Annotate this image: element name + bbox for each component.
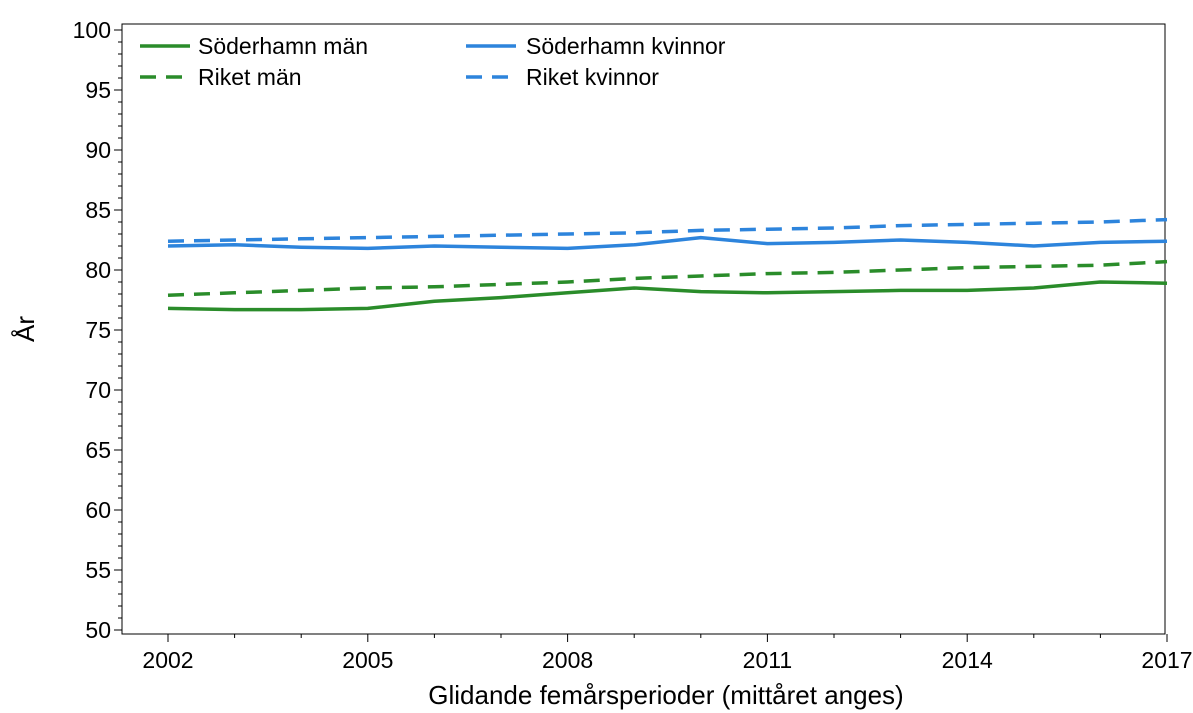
y-tick-label: 65 [85,437,111,463]
plot-frame [121,23,1166,635]
series-layer [167,217,1168,312]
y-tick-label: 60 [85,497,111,523]
legend-label-soderhamn-kvinnor: Söderhamn kvinnor [526,33,726,59]
y-axis: 50 55 60 65 70 75 80 85 90 95 100 [73,17,122,643]
x-tick-label: 2014 [942,647,993,673]
series-line-3 [167,217,1168,243]
y-axis-title: År [10,316,40,342]
y-tick-label: 50 [85,617,111,643]
legend: Söderhamn män Riket män Söderhamn kvinno… [140,33,726,90]
series-line-2 [167,259,1168,297]
x-axis-title: Glidande femårsperioder (mittåret anges) [428,680,903,710]
series-line-1 [167,235,1168,251]
x-tick-label: 2002 [142,647,193,673]
x-tick-label: 2011 [743,647,792,673]
y-tick-label: 100 [73,17,111,43]
y-tick-label: 70 [85,377,111,403]
x-tick-label: 2008 [542,647,593,673]
x-tick-label: 2017 [1141,647,1192,673]
y-tick-label: 85 [85,197,111,223]
series-line-0 [167,280,1168,312]
y-tick-label: 80 [85,257,111,283]
y-tick-label: 55 [85,557,111,583]
x-tick-label: 2005 [342,647,393,673]
legend-label-riket-kvinnor: Riket kvinnor [526,64,659,90]
x-axis: 2002 2005 2008 2011 2014 2017 [142,634,1193,673]
y-tick-label: 75 [85,317,111,343]
legend-label-soderhamn-man: Söderhamn män [198,33,368,59]
y-tick-label: 95 [85,77,111,103]
legend-label-riket-man: Riket män [198,64,302,90]
y-tick-label: 90 [85,137,111,163]
